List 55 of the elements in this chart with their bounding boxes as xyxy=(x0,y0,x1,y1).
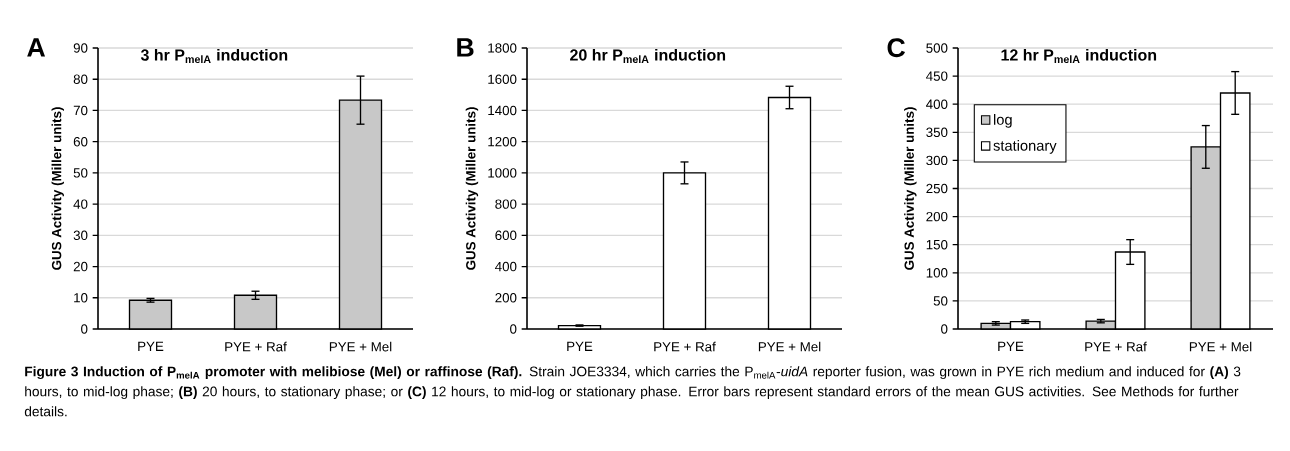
text: C xyxy=(887,38,906,58)
y-tick-label: 500 xyxy=(926,43,948,53)
y-tick-label: 90 xyxy=(73,43,88,53)
y-tick-label: 800 xyxy=(495,199,517,209)
y-tick-label: 1400 xyxy=(488,105,517,116)
y-tick-label: 60 xyxy=(73,136,88,147)
y-tick-label: 20 xyxy=(73,261,88,272)
x-tick-label: PYE + Mel xyxy=(758,341,821,352)
x-tick-label: PYE xyxy=(138,341,164,351)
y-tick-label: 250 xyxy=(926,183,948,194)
y-tick-label: 450 xyxy=(926,71,948,81)
text: Strain JOE3334, which carries the P$_{melA}$-uidA reporter fusion, was grown in PYE rich medium and induced for (A) 3 xyxy=(529,366,1241,380)
y-tick-label: 1000 xyxy=(488,168,517,178)
text: A xyxy=(27,38,46,57)
caption: Figure 3 Induction of P$_{melA}$ promoter with melibiose (Mel) or raffinose (Raf). xyxy=(25,366,522,380)
y-axis-title: GUS Activity (Miller units) xyxy=(51,107,64,270)
x-tick-label: PYE xyxy=(998,341,1024,351)
y-tick-label: 600 xyxy=(495,230,517,241)
y-tick-label: 200 xyxy=(926,211,948,222)
y-tick-label: 50 xyxy=(73,168,88,178)
x-tick-label: PYE xyxy=(567,341,593,351)
y-tick-label: 80 xyxy=(73,74,88,84)
text: B xyxy=(457,38,474,57)
legend-label: stationary xyxy=(993,140,1057,154)
y-tick-label: 0 xyxy=(81,324,88,334)
x-tick-label: PYE + Raf xyxy=(225,341,287,352)
x-tick-label: PYE + Mel xyxy=(1189,341,1252,352)
y-axis-title: GUS Activity (Miller units) xyxy=(465,107,479,270)
chart-title: 20 hr P$_{melA}$ induction xyxy=(570,48,726,64)
y-tick-label: 350 xyxy=(926,127,948,138)
y-tick-label: 10 xyxy=(74,293,88,303)
y-tick-label: 0 xyxy=(941,324,948,334)
y-tick-label: 200 xyxy=(495,293,517,303)
y-tick-label: 1800 xyxy=(488,43,517,53)
y-tick-label: 50 xyxy=(933,296,948,306)
text: details. xyxy=(24,406,67,417)
chart-title: 3 hr P$_{melA}$ induction xyxy=(140,48,288,64)
y-tick-label: 0 xyxy=(510,324,517,334)
y-tick-label: 1200 xyxy=(488,136,517,147)
chart-title: 12 hr P$_{melA}$ induction xyxy=(1001,48,1157,64)
y-tick-label: 30 xyxy=(73,230,88,241)
legend-label: log xyxy=(994,114,1012,128)
x-tick-label: PYE + Raf xyxy=(1085,341,1147,352)
y-axis-title: GUS Activity (Miller units) xyxy=(904,107,917,270)
y-tick-label: 70 xyxy=(73,105,88,116)
text: hours, to mid-log phase; (B) 20 hours, to stationary phase; or (C) 12 hours, to mid-log or stationary phase. Error bars represent standard errors of the mean GUS activities. See Methods for further xyxy=(25,386,1239,400)
y-tick-label: 150 xyxy=(926,239,948,250)
y-tick-label: 400 xyxy=(926,99,948,109)
y-tick-label: 300 xyxy=(926,155,948,166)
x-tick-label: PYE + Mel xyxy=(329,341,392,352)
y-tick-label: 1600 xyxy=(488,74,517,84)
x-tick-label: PYE + Raf xyxy=(654,341,716,352)
y-tick-label: 400 xyxy=(495,261,517,272)
y-tick-label: 100 xyxy=(926,268,948,278)
y-tick-label: 40 xyxy=(73,199,88,209)
